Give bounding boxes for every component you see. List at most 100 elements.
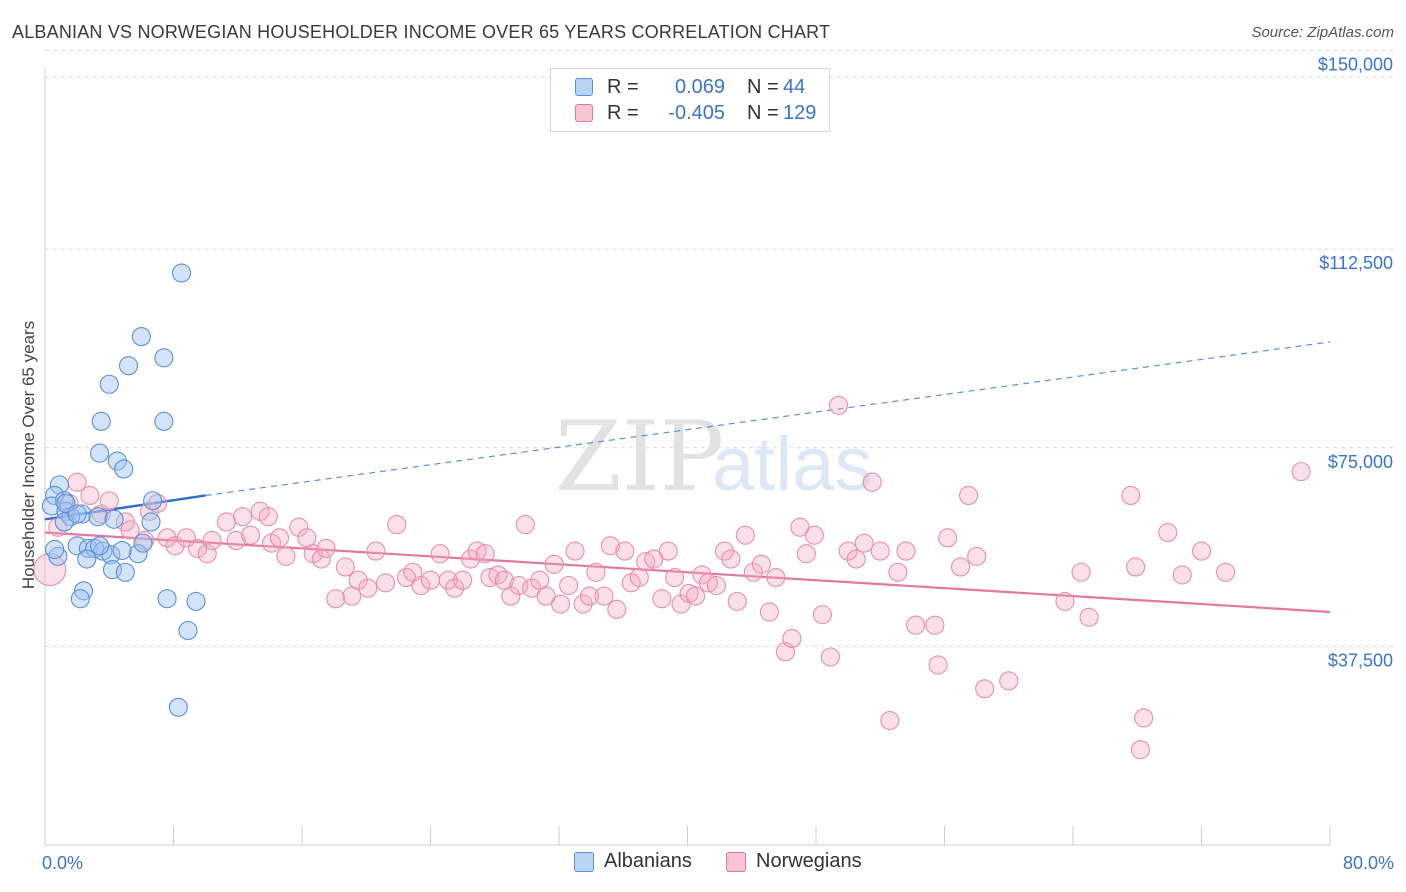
legend-n-label: N =	[747, 101, 779, 124]
point-norwegians	[751, 554, 771, 574]
point-albanians	[104, 509, 124, 529]
point-albanians	[154, 348, 174, 368]
point-norwegians	[335, 557, 355, 577]
point-norwegians	[501, 586, 521, 606]
point-norwegians	[573, 594, 593, 614]
point-norwegians	[216, 512, 237, 532]
point-norwegians	[652, 589, 672, 609]
point-norwegians	[226, 530, 246, 551]
point-norwegians	[766, 567, 786, 588]
point-albanians	[143, 491, 163, 511]
chart-title: ALBANIAN VS NORWEGIAN HOUSEHOLDER INCOME…	[12, 22, 831, 42]
point-norwegians	[906, 615, 926, 635]
point-albanians	[72, 504, 92, 524]
point-norwegians	[586, 562, 606, 582]
point-albanians	[115, 562, 135, 582]
point-norwegians	[99, 491, 119, 511]
point-albanians	[157, 589, 177, 609]
point-norwegians	[600, 536, 620, 556]
point-albanians	[154, 411, 174, 431]
point-norwegians	[804, 525, 824, 545]
trend-lines	[44, 341, 1331, 614]
legend-swatch-norwegians	[726, 851, 746, 872]
point-albanians	[91, 411, 111, 431]
legend-item-albanians[interactable]: Albanians	[574, 850, 692, 873]
point-norwegians	[375, 573, 396, 593]
y-tick-label: $37,500	[1328, 650, 1393, 670]
point-albanians	[171, 263, 192, 283]
point-norwegians	[241, 525, 261, 545]
point-norwegians	[607, 599, 627, 619]
legend-row-albanians: R = 0.069 N = 44	[575, 75, 805, 99]
point-norwegians	[928, 655, 948, 675]
point-norwegians	[515, 515, 535, 535]
point-albanians	[67, 504, 87, 524]
point-norwegians	[453, 570, 473, 590]
point-norwegians	[636, 552, 656, 572]
point-norwegians	[411, 575, 431, 596]
point-norwegians	[559, 575, 579, 596]
point-norwegians	[644, 549, 664, 569]
point-norwegians	[896, 541, 916, 561]
point-norwegians	[629, 567, 649, 588]
watermark-zip: ZIP	[555, 401, 724, 513]
point-norwegians	[846, 549, 866, 569]
point-albanians	[128, 544, 148, 564]
point-norwegians	[420, 570, 441, 590]
point-norwegians	[615, 541, 635, 561]
y-axis-label: Householder Income Over 65 years	[19, 321, 38, 589]
legend-label-albanians: Albanians	[604, 850, 692, 872]
point-norwegians	[1130, 740, 1151, 760]
point-albanians	[90, 443, 110, 463]
stats-legend: R = 0.069 N = 44 R = -0.405 N = 129	[550, 68, 830, 132]
point-norwegians	[671, 594, 691, 614]
legend-n-label: N =	[747, 75, 779, 98]
point-albanians	[168, 697, 188, 717]
point-norwegians	[820, 647, 841, 667]
point-norwegians	[706, 575, 726, 596]
point-albanians	[99, 374, 119, 394]
point-norwegians	[233, 507, 253, 527]
point-norwegians	[1126, 557, 1146, 577]
point-albanians	[114, 459, 134, 479]
point-norwegians	[387, 515, 407, 535]
point-albanians	[45, 539, 65, 560]
legend-n-value: 129	[783, 101, 817, 124]
point-norwegians	[522, 578, 542, 598]
point-norwegians	[854, 533, 874, 553]
point-norwegians	[358, 578, 378, 598]
point-norwegians	[297, 528, 317, 548]
point-norwegians	[870, 541, 890, 561]
point-albanians	[118, 356, 139, 376]
point-norwegians	[1079, 607, 1099, 627]
point-norwegians	[461, 549, 481, 569]
point-norwegians	[188, 538, 208, 558]
point-norwegians	[1158, 522, 1178, 543]
point-norwegians	[735, 525, 755, 545]
legend-swatch-norwegians	[575, 104, 593, 122]
legend-item-norwegians[interactable]: Norwegians	[726, 850, 862, 873]
point-albanians	[49, 475, 70, 495]
point-norwegians	[165, 536, 185, 556]
point-albanians	[77, 549, 97, 569]
point-norwegians	[326, 589, 346, 609]
point-albanians	[131, 327, 151, 347]
point-norwegians	[727, 591, 747, 611]
legend-swatch-albanians	[575, 78, 593, 96]
point-norwegians	[202, 530, 222, 551]
point-norwegians	[828, 395, 849, 415]
point-norwegians	[658, 541, 678, 561]
point-albanians	[107, 451, 127, 471]
legend-r-value: 0.069	[674, 75, 725, 98]
point-albanians	[45, 485, 65, 506]
point-norwegians	[692, 565, 712, 585]
point-albanians	[133, 533, 153, 553]
point-norwegians	[888, 562, 908, 582]
point-norwegians	[366, 541, 386, 561]
legend-row-norwegians: R = -0.405 N = 129	[575, 101, 816, 125]
legend-r-label: R =	[607, 101, 639, 124]
point-norwegians	[1291, 462, 1311, 482]
point-norwegians	[1172, 565, 1192, 585]
point-norwegians	[544, 554, 564, 574]
